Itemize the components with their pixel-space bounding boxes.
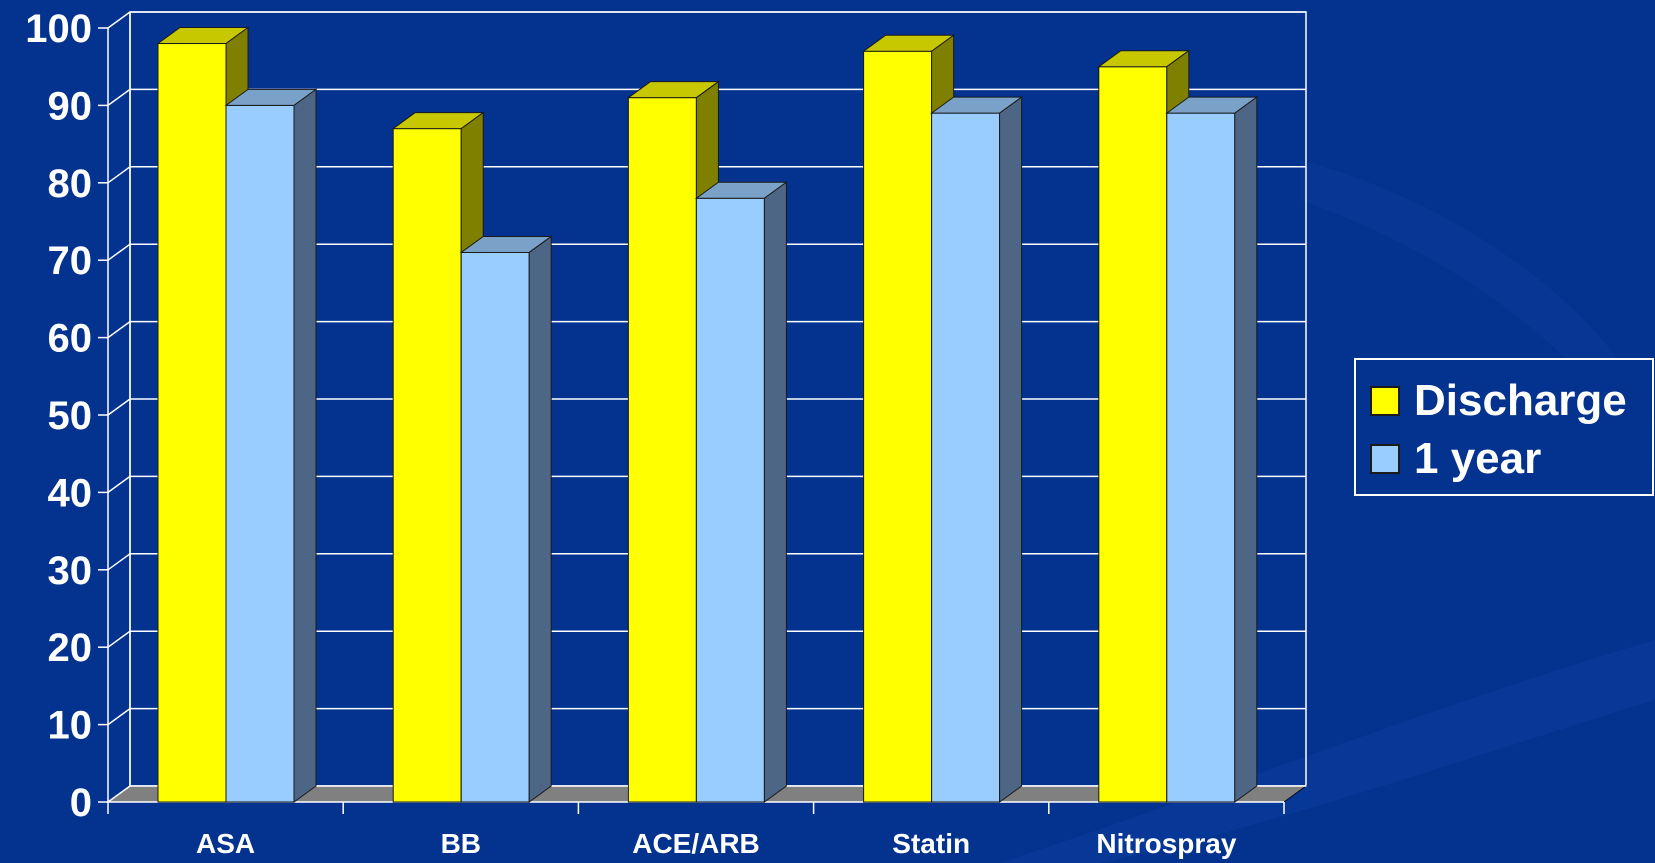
bar-side-asa-1-year [293, 88, 317, 803]
bar-ace-arb-1-year [695, 197, 765, 803]
y-tick-label-0: 0 [70, 781, 92, 825]
side-wall-line-90 [107, 88, 131, 107]
legend-item-1-year: 1 year [1370, 434, 1541, 484]
legend-swatch-1-year [1370, 444, 1400, 474]
legend-item-discharge: Discharge [1370, 376, 1627, 426]
y-tick-label-80: 80 [48, 162, 93, 206]
y-tick-label-10: 10 [48, 704, 93, 748]
side-wall-line-70 [107, 243, 131, 261]
y-tick-label-60: 60 [48, 317, 93, 361]
side-wall-line-10 [107, 707, 131, 726]
legend-label-1-year: 1 year [1414, 434, 1542, 483]
bar-bb-discharge [392, 128, 462, 803]
x-tick-label-nitrospray: Nitrospray [1096, 828, 1236, 859]
y-tick-label-30: 30 [48, 549, 93, 593]
side-wall-line-40 [107, 475, 131, 494]
bar-ace-arb-discharge [627, 97, 697, 803]
side-wall-line-20 [107, 630, 131, 648]
legend: Discharge 1 year [1354, 358, 1654, 496]
bar-bb-1-year [460, 251, 530, 803]
x-tick-label-asa: ASA [196, 828, 255, 859]
bar-side-bb-1-year [528, 235, 552, 803]
side-wall-line-80 [107, 166, 131, 184]
bar-nitrospray-1-year [1166, 112, 1236, 803]
bar-nitrospray-discharge [1098, 66, 1168, 803]
bar-asa-1-year [225, 104, 295, 803]
y-tick-label-70: 70 [48, 239, 93, 283]
x-tick-label-statin: Statin [892, 828, 970, 859]
y-tick-label-50: 50 [48, 394, 93, 438]
y-tick-label-20: 20 [48, 626, 93, 670]
bar-asa-discharge [157, 42, 227, 803]
bar-side-ace-arb-1-year [763, 181, 787, 803]
side-wall-line-30 [107, 553, 131, 571]
side-wall-line-50 [107, 398, 131, 416]
bar-side-statin-1-year [999, 96, 1023, 803]
legend-swatch-discharge [1370, 386, 1400, 416]
bar-statin-discharge [863, 50, 933, 803]
bar-side-nitrospray-1-year [1234, 96, 1258, 803]
y-tick-label-90: 90 [48, 84, 93, 128]
x-tick-label-ace-arb: ACE/ARB [632, 828, 760, 859]
side-wall-line-0 [107, 785, 131, 803]
y-tick-label-40: 40 [48, 471, 93, 515]
legend-label-discharge: Discharge [1414, 376, 1627, 425]
x-tick-label-bb: BB [441, 828, 481, 859]
side-wall-line-60 [107, 320, 131, 339]
side-wall-line-100 [107, 11, 131, 29]
y-tick-label-100: 100 [25, 7, 92, 51]
bar-statin-1-year [931, 112, 1001, 803]
